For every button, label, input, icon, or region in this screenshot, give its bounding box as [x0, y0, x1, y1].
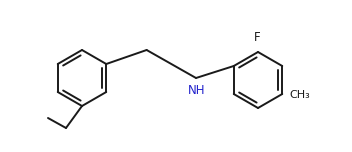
Text: NH: NH [188, 84, 206, 97]
Text: CH₃: CH₃ [289, 90, 310, 100]
Text: F: F [254, 31, 260, 44]
